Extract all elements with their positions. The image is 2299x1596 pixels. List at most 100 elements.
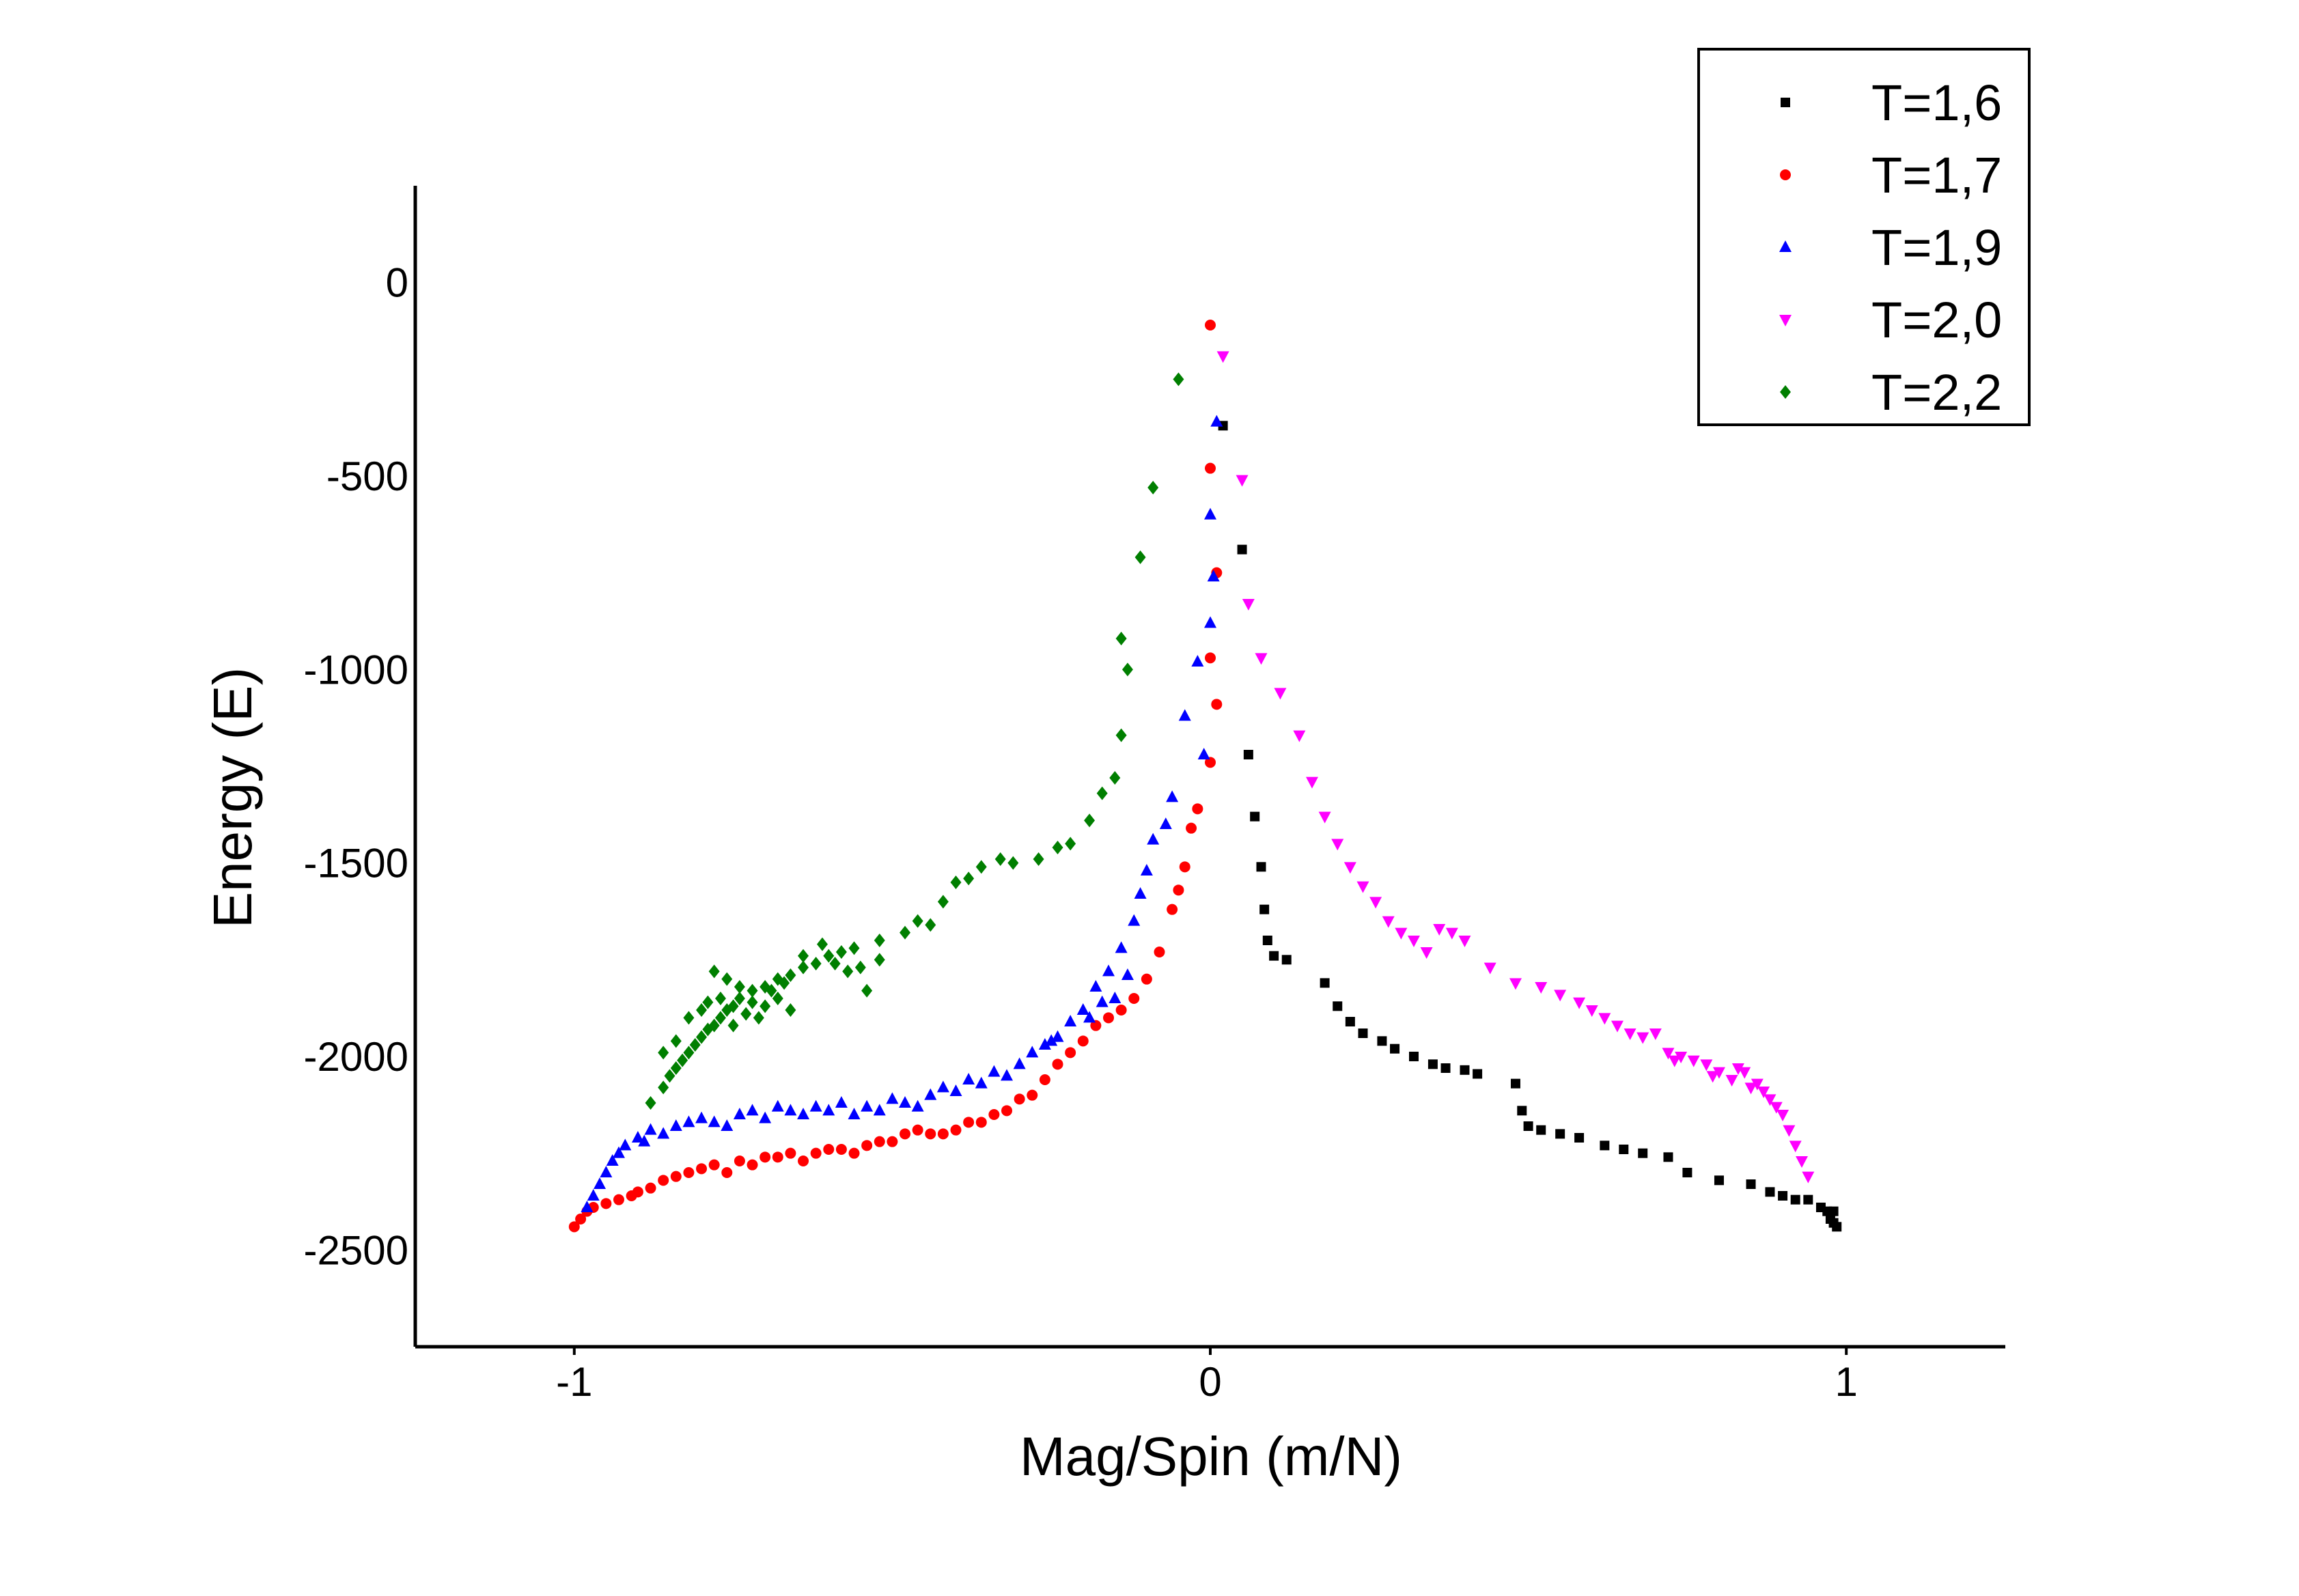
data-point (657, 1127, 670, 1139)
data-point (1115, 728, 1127, 742)
data-point (1134, 887, 1147, 899)
legend-marker (1779, 240, 1792, 252)
data-point (798, 1156, 809, 1166)
data-point (714, 992, 726, 1005)
data-point (1440, 1063, 1451, 1073)
data-point (1390, 1044, 1400, 1054)
data-point (1192, 803, 1203, 815)
data-point (1757, 1087, 1770, 1098)
data-point (988, 1065, 1001, 1077)
data-point (600, 1166, 613, 1177)
data-point (785, 1147, 796, 1159)
legend-marker (1779, 315, 1792, 326)
data-point (1783, 1125, 1796, 1137)
data-point (1089, 980, 1102, 992)
data-point (1731, 1063, 1744, 1075)
data-point (645, 1096, 656, 1110)
data-point (1007, 856, 1019, 870)
x-axis-title: Mag/Spin (m/N) (1020, 1426, 1402, 1487)
data-point (1638, 1148, 1648, 1158)
data-point (683, 1167, 695, 1178)
data-point (1065, 837, 1076, 851)
data-point (1140, 864, 1153, 876)
data-point (924, 1088, 937, 1100)
data-point (1433, 924, 1446, 936)
data-point (848, 941, 860, 955)
data-point (822, 1104, 835, 1116)
data-point (1555, 1129, 1565, 1139)
data-point (848, 1108, 861, 1119)
data-point (835, 945, 847, 959)
data-point (632, 1186, 643, 1198)
data-point (658, 1175, 669, 1186)
data-point (1523, 1121, 1533, 1131)
legend-label: T=1,9 (1871, 219, 2002, 276)
data-point (1064, 1015, 1077, 1026)
data-point (682, 1115, 695, 1128)
data-point (1796, 1156, 1809, 1168)
data-point (721, 1167, 733, 1178)
data-point (1382, 916, 1395, 928)
data-point (1318, 811, 1331, 824)
data-point (988, 1109, 1000, 1120)
data-point (1045, 1034, 1058, 1046)
data-point (727, 1018, 739, 1033)
data-point (1687, 1055, 1700, 1067)
data-point (1778, 1191, 1788, 1201)
legend-label: T=1,7 (1871, 147, 2002, 204)
data-point (1700, 1059, 1713, 1072)
data-point (1407, 936, 1420, 947)
data-point (753, 1011, 764, 1025)
data-point (1052, 841, 1063, 854)
legend-label: T=2,2 (1871, 364, 2002, 421)
data-point (695, 1111, 708, 1123)
data-point (708, 1115, 721, 1128)
data-point (1369, 897, 1382, 909)
data-point (670, 1034, 682, 1048)
data-point (721, 1119, 734, 1131)
data-point (911, 1100, 924, 1112)
data-point (936, 1080, 949, 1093)
data-point (1714, 1175, 1724, 1186)
data-point (1115, 941, 1128, 953)
data-point (1345, 1017, 1355, 1026)
data-point (581, 1201, 594, 1212)
data-point (1331, 839, 1344, 851)
data-point (1191, 655, 1204, 667)
data-point (950, 1124, 962, 1136)
data-point (842, 964, 854, 979)
data-point (785, 1003, 796, 1017)
data-point (1083, 1011, 1096, 1023)
data-point (1115, 632, 1127, 645)
data-point (1706, 1071, 1719, 1083)
data-point (1204, 507, 1216, 520)
data-point (1554, 990, 1567, 1002)
data-point (664, 1069, 675, 1083)
data-point (937, 1128, 949, 1140)
data-point (1128, 993, 1140, 1004)
data-point (568, 1221, 580, 1233)
data-point (1166, 790, 1179, 802)
data-point (1460, 1065, 1470, 1075)
data-point (1274, 688, 1287, 700)
data-point (683, 1011, 695, 1025)
y-tick-label: -1500 (304, 841, 408, 886)
data-point (708, 964, 720, 979)
data-point (1027, 1089, 1038, 1101)
data-point (962, 1073, 975, 1084)
data-point (1509, 978, 1522, 990)
data-point (1121, 662, 1133, 677)
data-point (873, 1104, 886, 1116)
series-1 (568, 320, 1223, 1233)
data-point (746, 1104, 759, 1116)
data-point (587, 1189, 600, 1201)
data-point (747, 1159, 758, 1171)
data-point (1725, 1075, 1738, 1087)
data-point (1205, 462, 1216, 474)
data-point (638, 1134, 651, 1147)
data-point (810, 957, 822, 970)
data-point (670, 1061, 682, 1075)
legend-entry: T=1,9 (1779, 219, 2002, 276)
data-point (689, 1038, 701, 1052)
